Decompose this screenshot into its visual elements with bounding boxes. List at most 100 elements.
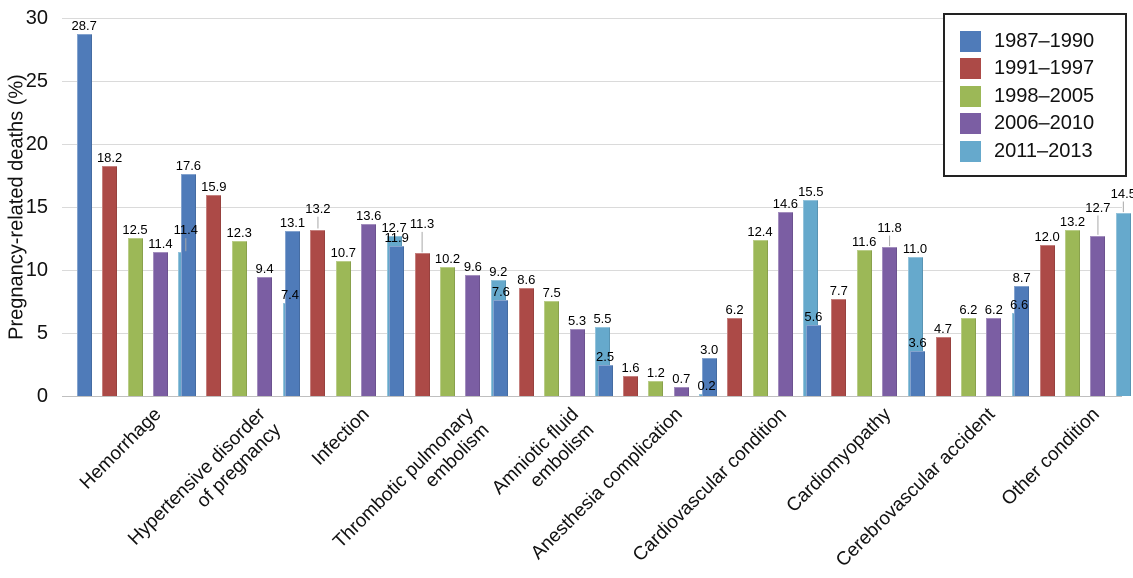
legend-row-2: 1991–1997 bbox=[960, 57, 1117, 80]
legend-label: 1987–1990 bbox=[994, 29, 1095, 52]
x-category-label: Cardiomyopathy bbox=[782, 404, 896, 517]
legend-label: 2006–2010 bbox=[994, 112, 1095, 134]
value-label: 4.7 bbox=[933, 320, 953, 336]
value-label: 13.2 bbox=[1059, 213, 1086, 229]
value-label: 11.3 bbox=[409, 215, 435, 231]
gridline-y0 bbox=[62, 396, 1122, 397]
bar-series4-cat1 bbox=[152, 252, 168, 396]
value-label: 13.6 bbox=[356, 208, 382, 224]
value-label: 6.2 bbox=[959, 301, 978, 317]
bar-series3-cat10 bbox=[1065, 229, 1080, 396]
value-label: 12.4 bbox=[747, 223, 773, 239]
value-label: 10.2 bbox=[434, 251, 461, 267]
bar-series2-cat4 bbox=[414, 253, 430, 396]
legend-row-5: 2011–2013 bbox=[960, 140, 1117, 163]
value-label: 11.4 bbox=[148, 236, 173, 252]
bar-series2-cat8 bbox=[831, 298, 847, 396]
value-label: 10.7 bbox=[330, 245, 356, 260]
value-label: 18.2 bbox=[96, 150, 123, 166]
bar-series3-cat6 bbox=[648, 380, 664, 396]
value-label: 6.6 bbox=[1010, 296, 1029, 312]
bar-series3-cat2 bbox=[231, 240, 247, 396]
y-tick-label-15: 15 bbox=[25, 195, 48, 218]
y-tick-label-10: 10 bbox=[25, 258, 48, 281]
value-label: 13.1 bbox=[279, 214, 306, 230]
bar-series4-cat10 bbox=[1090, 235, 1106, 396]
value-label: 9.4 bbox=[255, 261, 274, 277]
bar-series3-cat8 bbox=[856, 249, 872, 396]
bar-series4-cat7 bbox=[777, 211, 793, 396]
y-tick-label-30: 30 bbox=[25, 6, 48, 29]
value-label: 11.9 bbox=[384, 229, 409, 245]
value-label: 14.5 bbox=[1110, 185, 1133, 201]
bar-series4-cat5 bbox=[569, 329, 585, 396]
value-label: 28.7 bbox=[71, 17, 97, 33]
gridline-y15 bbox=[62, 206, 1122, 208]
bar-series2-cat9 bbox=[935, 336, 951, 396]
bar-series4-cat8 bbox=[882, 247, 898, 396]
bar-series3-cat9 bbox=[960, 317, 976, 396]
y-tick-label-0: 0 bbox=[36, 385, 48, 407]
bar-series2-cat10 bbox=[1039, 244, 1055, 396]
bar-series3-cat4 bbox=[440, 267, 455, 396]
value-label: 5.3 bbox=[568, 313, 587, 329]
legend-label: 1991–1997 bbox=[994, 57, 1095, 79]
value-label: 7.5 bbox=[542, 285, 561, 301]
value-label: 12.0 bbox=[1034, 228, 1060, 244]
bar-series2-cat7 bbox=[727, 317, 743, 396]
x-category-label: Infection bbox=[308, 404, 375, 470]
value-label: 12.5 bbox=[122, 222, 148, 238]
gridline-y10 bbox=[62, 269, 1122, 271]
value-label: 6.2 bbox=[984, 301, 1003, 317]
value-label: 5.5 bbox=[593, 310, 612, 326]
y-tick-label-5: 5 bbox=[36, 321, 48, 344]
bar-series4-cat3 bbox=[361, 224, 377, 396]
bar-series4-cat6 bbox=[673, 387, 689, 396]
bar-series4-cat2 bbox=[257, 277, 273, 396]
legend-row-1: 1987–1990 bbox=[960, 30, 1117, 53]
value-label: 7.4 bbox=[280, 286, 300, 302]
bar-series1-cat10 bbox=[1014, 286, 1030, 396]
legend-swatch-icon bbox=[960, 85, 981, 107]
x-category-label: Other condition bbox=[997, 404, 1104, 510]
value-label: 15.9 bbox=[201, 179, 227, 195]
y-tick-label-20: 20 bbox=[25, 132, 48, 155]
value-label: 1.6 bbox=[621, 359, 640, 375]
legend-label: 1998–2005 bbox=[994, 84, 1095, 107]
bar-series1-cat5 bbox=[493, 300, 509, 396]
value-label: 9.2 bbox=[489, 263, 508, 279]
bar-series2-cat1 bbox=[102, 166, 118, 396]
legend-swatch-icon bbox=[960, 30, 981, 52]
value-label: 7.6 bbox=[491, 284, 510, 300]
value-label: 15.5 bbox=[798, 184, 824, 200]
legend-row-3: 1998–2005 bbox=[960, 85, 1117, 108]
bar-series1-cat6 bbox=[597, 364, 613, 396]
bar-series2-cat6 bbox=[623, 375, 638, 396]
value-label: 2.5 bbox=[596, 348, 615, 364]
value-label: 7.7 bbox=[829, 282, 848, 298]
bar-series1-cat2 bbox=[180, 173, 196, 396]
value-label: 12.3 bbox=[226, 224, 252, 240]
value-label: 5.6 bbox=[804, 309, 823, 325]
bar-series3-cat5 bbox=[544, 301, 560, 396]
bar-series1-cat1 bbox=[76, 33, 92, 396]
legend-label: 2011–2013 bbox=[994, 139, 1093, 162]
legend-swatch-icon bbox=[960, 58, 981, 79]
value-label: 12.7 bbox=[381, 219, 407, 235]
value-label: 0.7 bbox=[672, 371, 691, 387]
legend-swatch-icon bbox=[960, 140, 981, 162]
bar-series2-cat5 bbox=[518, 287, 534, 396]
bar-series3-cat1 bbox=[127, 238, 143, 396]
bar-series1-cat3 bbox=[285, 230, 300, 396]
gridline-y20 bbox=[62, 143, 1122, 145]
legend-swatch-icon bbox=[960, 113, 981, 134]
value-label: 1.2 bbox=[646, 364, 665, 380]
value-label: 12.7 bbox=[1085, 199, 1111, 215]
bar-series1-cat9 bbox=[910, 350, 926, 396]
gridline-y30 bbox=[62, 17, 1122, 19]
bar-series3-cat3 bbox=[335, 261, 351, 396]
y-tick-label-25: 25 bbox=[25, 69, 48, 92]
value-label: 8.6 bbox=[517, 271, 536, 287]
bar-series1-cat7 bbox=[701, 358, 717, 396]
